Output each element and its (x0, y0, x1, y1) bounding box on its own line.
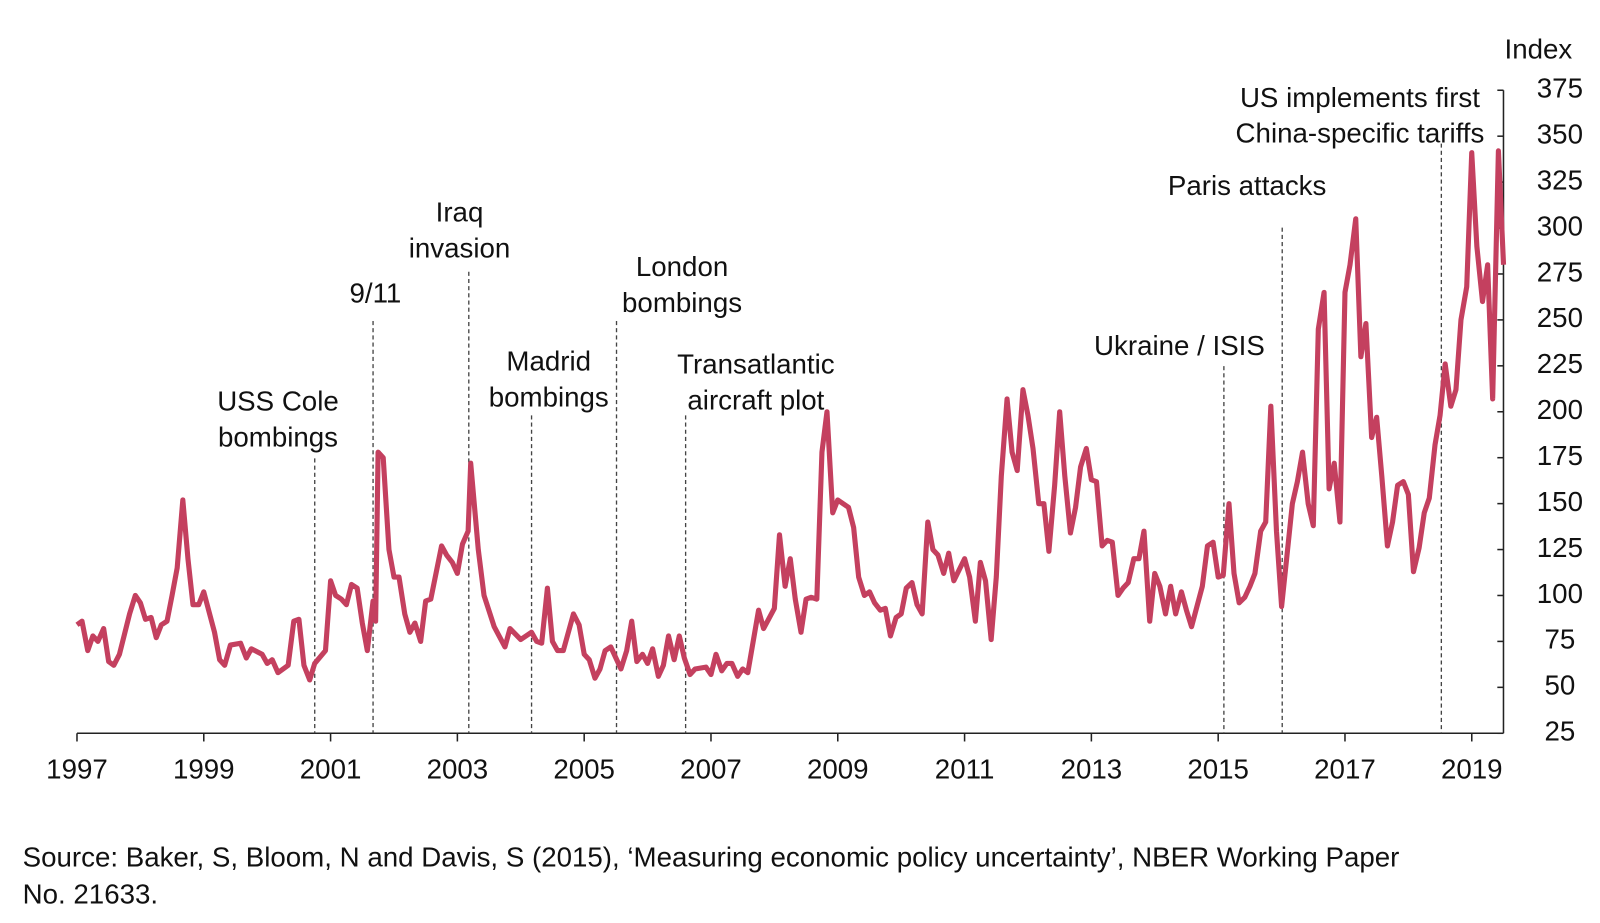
x-tick-label: 2005 (553, 754, 615, 785)
x-tick-label: 2007 (680, 754, 742, 785)
event-label: China-specific tariffs (1236, 118, 1485, 149)
y-tick-label: 175 (1537, 440, 1583, 471)
event-label: bombings (218, 421, 338, 452)
x-tick-label: 1999 (173, 754, 235, 785)
event-label: Paris attacks (1168, 170, 1327, 201)
event-label: Transatlantic (677, 348, 835, 379)
y-tick-label: 350 (1537, 118, 1583, 149)
y-tick-label: 275 (1537, 256, 1583, 287)
event-label: Iraq (436, 197, 484, 228)
y-tick-label: 300 (1537, 210, 1583, 241)
x-tick-label: 2019 (1441, 754, 1503, 785)
x-tick-label: 1997 (46, 754, 108, 785)
source-note: No. 21633. (23, 879, 158, 910)
event-label: US implements first (1240, 82, 1480, 113)
y-tick-label: 50 (1544, 670, 1575, 701)
y-tick-label: 250 (1537, 302, 1583, 333)
event-label: Madrid (506, 345, 591, 376)
y-tick-label: 125 (1537, 532, 1583, 563)
y-axis-label: Index (1505, 34, 1573, 65)
y-tick-label: 75 (1544, 624, 1575, 655)
y-tick-label: 100 (1537, 578, 1583, 609)
y-tick-label: 150 (1537, 486, 1583, 517)
y-tick-label: 200 (1537, 394, 1583, 425)
event-label: aircraft plot (687, 384, 824, 415)
y-tick-label: 325 (1537, 164, 1583, 195)
x-tick-label: 2015 (1187, 754, 1249, 785)
x-tick-label: 2011 (935, 754, 995, 785)
y-tick-label: 25 (1544, 716, 1575, 747)
event-label: bombings (622, 287, 742, 318)
x-tick-label: 2017 (1314, 754, 1376, 785)
series-line (75, 148, 1507, 683)
event-label: Ukraine / ISIS (1094, 330, 1265, 361)
x-tick-label: 2009 (807, 754, 869, 785)
event-label: USS Cole (217, 385, 339, 416)
y-tick-label: 225 (1537, 348, 1583, 379)
event-label: invasion (409, 233, 511, 264)
event-label: London (636, 251, 728, 282)
source-note: Source: Baker, S, Bloom, N and Davis, S … (23, 842, 1400, 873)
x-tick-label: 2001 (300, 754, 362, 785)
event-label: 9/11 (349, 278, 401, 309)
event-label: bombings (489, 381, 609, 412)
x-tick-label: 2003 (427, 754, 489, 785)
y-tick-label: 375 (1537, 73, 1583, 104)
x-tick-label: 2013 (1061, 754, 1123, 785)
